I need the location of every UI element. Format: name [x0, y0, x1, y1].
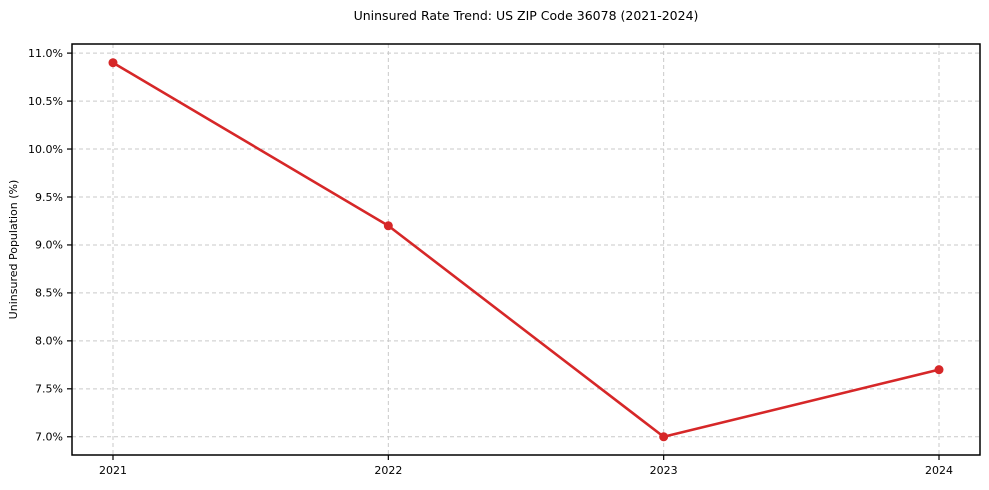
y-tick-label: 10.0%: [28, 143, 63, 156]
data-line: [111, 61, 941, 439]
y-tick-label: 8.0%: [35, 335, 63, 348]
data-point: [108, 58, 118, 68]
data-point: [383, 221, 393, 231]
chart-title: Uninsured Rate Trend: US ZIP Code 36078 …: [353, 8, 699, 23]
data-point: [659, 432, 669, 442]
x-tick-label: 2024: [925, 464, 953, 477]
y-tick-label: 9.5%: [35, 191, 63, 204]
y-tick-label: 10.5%: [28, 95, 63, 108]
y-tick-label: 7.0%: [35, 431, 63, 444]
y-tick-label: 8.5%: [35, 287, 63, 300]
x-tick-label: 2021: [99, 464, 127, 477]
x-tick-label: 2022: [374, 464, 402, 477]
y-tick-label: 11.0%: [28, 47, 63, 60]
x-tick-label: 2023: [650, 464, 678, 477]
plot-border: [71, 43, 981, 456]
y-tick-label: 9.0%: [35, 239, 63, 252]
data-point: [934, 365, 944, 375]
y-tick-label: 7.5%: [35, 383, 63, 396]
